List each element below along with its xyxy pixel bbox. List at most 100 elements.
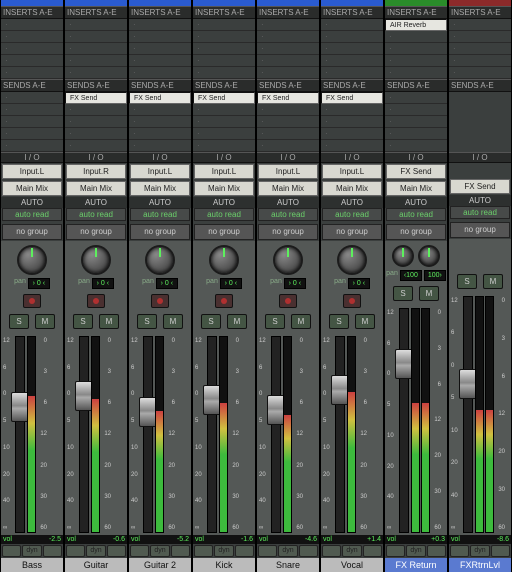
send-slot-2[interactable]: ·: [385, 104, 447, 116]
insert-slot-5[interactable]: ·: [193, 67, 255, 79]
insert-slot-2[interactable]: ·: [65, 31, 127, 43]
insert-slot-5[interactable]: ·: [385, 67, 447, 79]
send-slot-4[interactable]: ·: [321, 128, 383, 140]
insert-slot-2[interactable]: ·: [257, 31, 319, 43]
dyn-button-2[interactable]: dyn: [86, 545, 105, 557]
send-slot-2[interactable]: ·: [65, 104, 127, 116]
automation-mode[interactable]: auto read: [194, 208, 254, 221]
insert-slot-3[interactable]: ·: [385, 43, 447, 55]
pan-knob-left[interactable]: [392, 245, 414, 267]
send-slot-3[interactable]: ·: [257, 116, 319, 128]
send-slot-2[interactable]: ·: [321, 104, 383, 116]
insert-slot-3[interactable]: ·: [449, 43, 511, 55]
send-slot-1[interactable]: ·: [1, 92, 63, 104]
automation-mode[interactable]: auto read: [2, 208, 62, 221]
group-selector[interactable]: no group: [194, 224, 254, 240]
output-selector[interactable]: Main Mix: [194, 181, 254, 196]
solo-button[interactable]: S: [137, 314, 157, 329]
input-selector[interactable]: Input.L: [2, 164, 62, 179]
send-slot-3[interactable]: ·: [1, 116, 63, 128]
record-arm-button[interactable]: [151, 294, 169, 308]
input-selector[interactable]: Input.L: [130, 164, 190, 179]
dyn-button-3[interactable]: [235, 545, 254, 557]
send-slot-4[interactable]: ·: [385, 128, 447, 140]
output-selector[interactable]: Main Mix: [322, 181, 382, 196]
pan-knob[interactable]: [337, 245, 367, 275]
dyn-button-2[interactable]: dyn: [470, 545, 489, 557]
insert-slot-1[interactable]: ·: [1, 19, 63, 31]
insert-slot-3[interactable]: ·: [193, 43, 255, 55]
insert-slot-1[interactable]: ·: [65, 19, 127, 31]
record-arm-button[interactable]: [87, 294, 105, 308]
automation-mode[interactable]: auto read: [386, 208, 446, 221]
send-slot-5[interactable]: ·: [321, 140, 383, 152]
dyn-button-2[interactable]: dyn: [22, 545, 41, 557]
output-selector[interactable]: Main Mix: [66, 181, 126, 196]
dyn-button-1[interactable]: [450, 545, 469, 557]
insert-slot-3[interactable]: ·: [129, 43, 191, 55]
group-selector[interactable]: no group: [130, 224, 190, 240]
track-name[interactable]: FX Return: [385, 558, 447, 572]
output-selector[interactable]: Main Mix: [386, 181, 446, 196]
insert-slot-2[interactable]: ·: [321, 31, 383, 43]
track-name[interactable]: Guitar: [65, 558, 127, 572]
dyn-button-1[interactable]: [130, 545, 149, 557]
insert-slot-1[interactable]: ·: [129, 19, 191, 31]
group-selector[interactable]: no group: [322, 224, 382, 240]
dyn-button-2[interactable]: dyn: [342, 545, 361, 557]
group-selector[interactable]: no group: [258, 224, 318, 240]
insert-slot-5[interactable]: ·: [449, 67, 511, 79]
group-selector[interactable]: no group: [2, 224, 62, 240]
send-slot-5[interactable]: ·: [385, 140, 447, 152]
send-slot-5[interactable]: ·: [65, 140, 127, 152]
send-slot-4[interactable]: ·: [257, 128, 319, 140]
input-selector[interactable]: Input.L: [322, 164, 382, 179]
mute-button[interactable]: M: [419, 286, 439, 301]
mute-button[interactable]: M: [35, 314, 55, 329]
automation-mode[interactable]: auto read: [130, 208, 190, 221]
send-slot-4[interactable]: ·: [129, 128, 191, 140]
send-slot-1[interactable]: FX Send: [193, 92, 255, 104]
solo-button[interactable]: S: [265, 314, 285, 329]
dyn-button-3[interactable]: [171, 545, 190, 557]
dyn-button-2[interactable]: dyn: [214, 545, 233, 557]
mute-button[interactable]: M: [163, 314, 183, 329]
dyn-button-1[interactable]: [322, 545, 341, 557]
insert-slot-2[interactable]: ·: [1, 31, 63, 43]
track-name[interactable]: Snare: [257, 558, 319, 572]
solo-button[interactable]: S: [201, 314, 221, 329]
track-name[interactable]: Guitar 2: [129, 558, 191, 572]
send-slot-3[interactable]: ·: [129, 116, 191, 128]
input-selector[interactable]: Input.R: [66, 164, 126, 179]
dyn-button-1[interactable]: [386, 545, 405, 557]
send-slot-2[interactable]: ·: [193, 104, 255, 116]
output-selector[interactable]: Main Mix: [2, 181, 62, 196]
send-slot-3[interactable]: ·: [321, 116, 383, 128]
pan-knob[interactable]: [81, 245, 111, 275]
insert-slot-2[interactable]: ·: [385, 31, 447, 43]
pan-knob[interactable]: [209, 245, 239, 275]
insert-slot-2[interactable]: ·: [193, 31, 255, 43]
pan-knob-right[interactable]: [418, 245, 440, 267]
dyn-button-3[interactable]: [107, 545, 126, 557]
dyn-button-3[interactable]: [427, 545, 446, 557]
insert-slot-5[interactable]: ·: [1, 67, 63, 79]
mute-button[interactable]: M: [99, 314, 119, 329]
track-name[interactable]: FXRtrnLvl: [449, 558, 511, 572]
send-slot-1[interactable]: FX Send: [321, 92, 383, 104]
send-slot-5[interactable]: ·: [1, 140, 63, 152]
automation-mode[interactable]: auto read: [322, 208, 382, 221]
dyn-button-1[interactable]: [2, 545, 21, 557]
insert-slot-2[interactable]: ·: [129, 31, 191, 43]
insert-slot-4[interactable]: ·: [1, 55, 63, 67]
automation-mode[interactable]: auto read: [66, 208, 126, 221]
send-slot-4[interactable]: ·: [65, 128, 127, 140]
input-selector[interactable]: Input.L: [194, 164, 254, 179]
group-selector[interactable]: no group: [386, 224, 446, 240]
send-slot-3[interactable]: ·: [65, 116, 127, 128]
record-arm-button[interactable]: [279, 294, 297, 308]
insert-slot-4[interactable]: ·: [385, 55, 447, 67]
send-slot-5[interactable]: ·: [257, 140, 319, 152]
track-name[interactable]: Kick: [193, 558, 255, 572]
record-arm-button[interactable]: [343, 294, 361, 308]
